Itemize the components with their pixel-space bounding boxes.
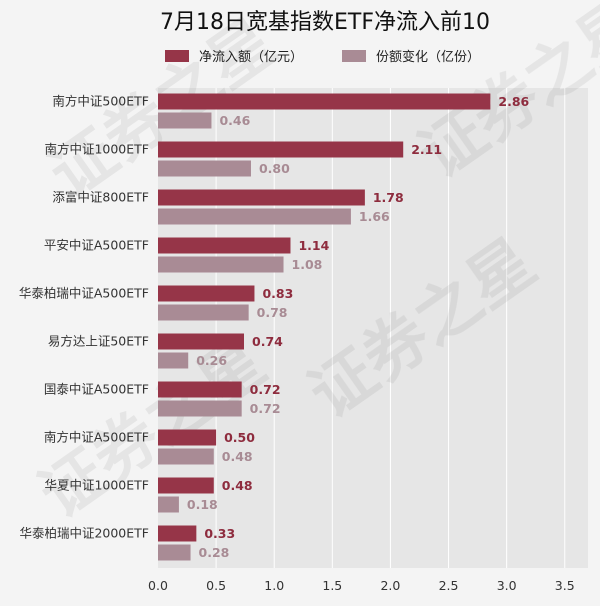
bar-share-change bbox=[158, 112, 212, 129]
category-label: 南方中证A500ETF bbox=[44, 430, 149, 445]
x-tick-label: 0.5 bbox=[206, 578, 226, 593]
value-label: 1.14 bbox=[298, 238, 329, 253]
bar-share-change bbox=[158, 400, 242, 417]
value-label: 0.74 bbox=[252, 334, 283, 349]
value-label: 0.46 bbox=[219, 113, 250, 128]
legend-swatch bbox=[165, 50, 189, 62]
category-labels: 南方中证500ETF 南方中证1000ETF 添富中证800ETF 平安中证A500E… bbox=[19, 94, 149, 541]
value-label: 0.78 bbox=[257, 305, 288, 320]
x-tick-label: 1.5 bbox=[322, 578, 342, 593]
bar-share-change bbox=[158, 160, 251, 177]
bar-share-change bbox=[158, 448, 214, 465]
category-label: 南方中证1000ETF bbox=[44, 142, 149, 157]
bar-share-change bbox=[158, 496, 179, 513]
value-label: 2.11 bbox=[411, 142, 442, 157]
bar-net-inflow bbox=[158, 237, 291, 254]
bar-net-inflow bbox=[158, 93, 491, 110]
value-label: 1.78 bbox=[373, 190, 404, 205]
bar-share-change bbox=[158, 256, 284, 273]
legend-label: 份额变化（亿份） bbox=[376, 49, 480, 65]
x-tick-label: 2.0 bbox=[380, 578, 400, 593]
category-label: 华泰柏瑞中证2000ETF bbox=[19, 526, 149, 541]
bar-net-inflow bbox=[158, 333, 244, 350]
value-label: 2.86 bbox=[498, 94, 529, 109]
category-label: 易方达上证50ETF bbox=[48, 334, 149, 349]
x-tick-label: 3.0 bbox=[497, 578, 517, 593]
bar-net-inflow bbox=[158, 429, 217, 446]
value-label: 0.28 bbox=[199, 545, 230, 560]
category-label: 华夏中证1000ETF bbox=[44, 478, 149, 493]
value-label: 0.33 bbox=[204, 526, 235, 541]
value-label: 0.26 bbox=[196, 353, 227, 368]
category-label: 平安中证A500ETF bbox=[44, 238, 149, 253]
value-label: 0.72 bbox=[250, 401, 281, 416]
bar-share-change bbox=[158, 352, 189, 369]
category-label: 南方中证500ETF bbox=[52, 94, 149, 109]
x-tick-label: 2.5 bbox=[439, 578, 459, 593]
bars: 2.86 0.46 2.11 0.80 1.78 1.66 1.14 1.08 0.83 0.78… bbox=[158, 93, 530, 561]
value-label: 0.83 bbox=[262, 286, 293, 301]
category-label: 国泰中证A500ETF bbox=[44, 382, 149, 397]
x-axis: 0.0 0.5 1.0 1.5 2.0 2.5 3.0 3.5 bbox=[148, 578, 575, 593]
bar-net-inflow bbox=[158, 381, 242, 398]
value-label: 0.18 bbox=[187, 497, 218, 512]
x-tick-label: 0.0 bbox=[148, 578, 168, 593]
bar-share-change bbox=[158, 544, 191, 561]
value-label: 0.50 bbox=[224, 430, 255, 445]
category-label: 华泰柏瑞中证A500ETF bbox=[19, 286, 149, 301]
legend-swatch bbox=[342, 50, 366, 62]
bar-net-inflow bbox=[158, 477, 214, 494]
value-label: 1.66 bbox=[359, 209, 390, 224]
value-label: 1.08 bbox=[292, 257, 323, 272]
x-tick-label: 1.0 bbox=[264, 578, 284, 593]
bar-net-inflow bbox=[158, 141, 404, 158]
legend: 净流入额（亿元） 份额变化（亿份） bbox=[165, 49, 480, 65]
bar-share-change bbox=[158, 304, 249, 321]
bar-share-change bbox=[158, 208, 351, 225]
category-label: 添富中证800ETF bbox=[52, 190, 149, 205]
bar-net-inflow bbox=[158, 189, 365, 206]
value-label: 0.80 bbox=[259, 161, 290, 176]
bar-net-inflow bbox=[158, 285, 255, 302]
value-label: 0.72 bbox=[250, 382, 281, 397]
bar-net-inflow bbox=[158, 525, 197, 542]
value-label: 0.48 bbox=[222, 449, 253, 464]
value-label: 0.48 bbox=[222, 478, 253, 493]
x-tick-label: 3.5 bbox=[555, 578, 575, 593]
chart-title: 7月18日宽基指数ETF净流入前10 bbox=[160, 10, 490, 35]
legend-label: 净流入额（亿元） bbox=[199, 50, 303, 65]
